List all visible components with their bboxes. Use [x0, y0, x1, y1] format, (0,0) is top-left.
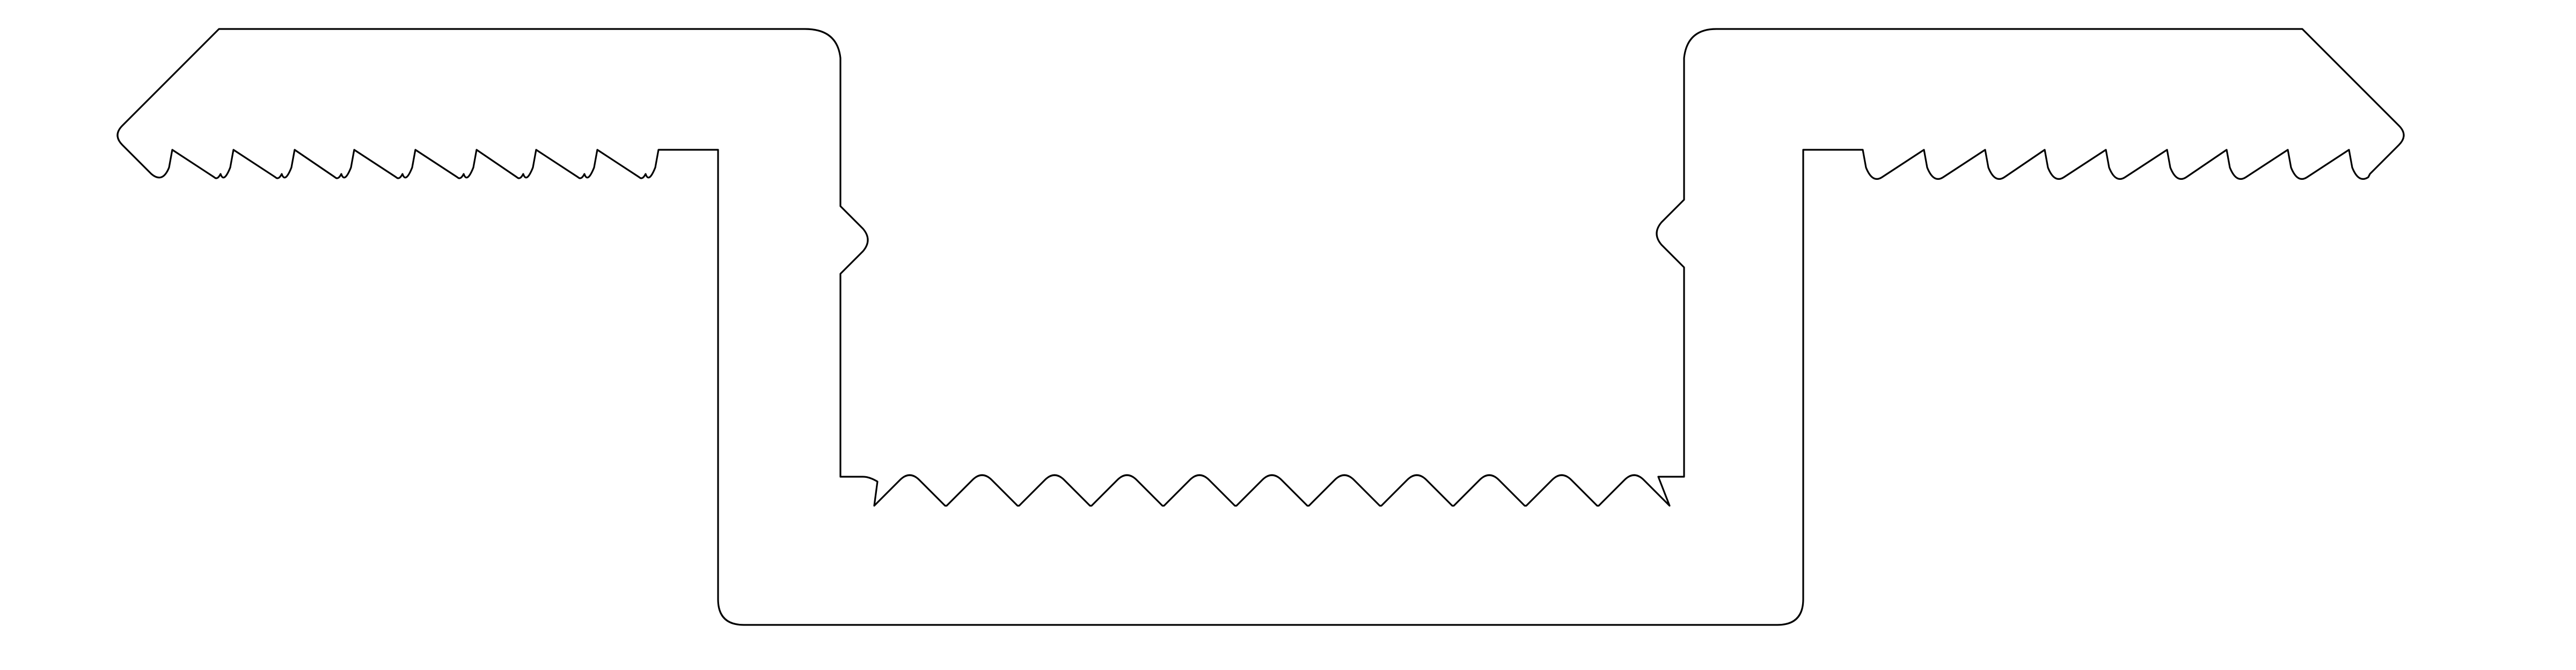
profile-outline — [116, 28, 2405, 626]
